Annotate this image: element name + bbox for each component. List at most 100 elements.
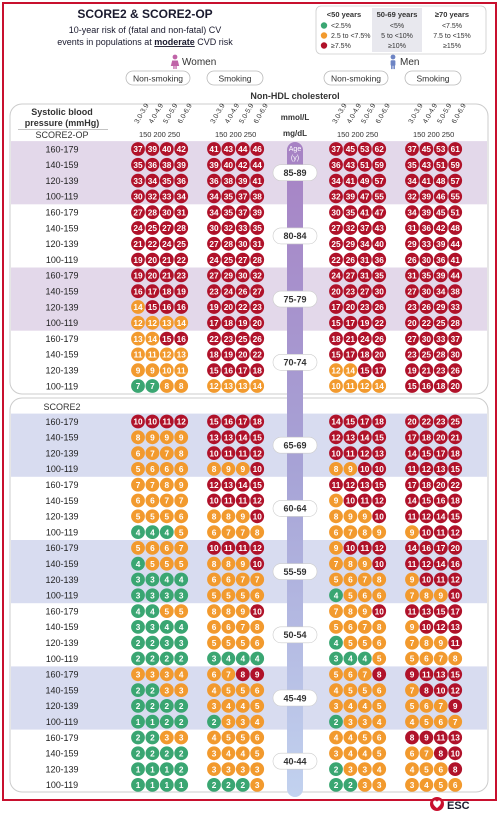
risk-dot: [329, 572, 343, 587]
risk-value: 44: [451, 239, 461, 249]
risk-dot: [372, 477, 387, 492]
risk-dot: [343, 477, 358, 492]
sbp-row-label: 120-139: [45, 302, 78, 312]
risk-dot: [207, 462, 221, 476]
risk-value: 8: [377, 670, 382, 680]
risk-value: 12: [331, 433, 341, 443]
risk-value: 59: [451, 160, 461, 170]
risk-dot: [221, 284, 236, 299]
risk-value: 3: [212, 764, 217, 774]
risk-value: 32: [346, 223, 356, 233]
risk-value: 4: [348, 733, 353, 743]
risk-value: 2: [150, 733, 155, 743]
risk-value: 11: [224, 448, 233, 458]
mgdl-tick-label: 150: [337, 130, 350, 139]
risk-dot: [145, 651, 160, 666]
sbp-row-label: 160-179: [45, 144, 78, 154]
risk-dot: [250, 379, 265, 393]
risk-value: 19: [224, 350, 234, 360]
risk-value: 15: [375, 480, 385, 490]
risk-dot: [405, 268, 419, 283]
risk-dot: [448, 189, 463, 204]
risk-value: 5: [362, 685, 367, 695]
risk-value: 8: [453, 654, 458, 664]
risk-value: 5: [212, 591, 217, 601]
risk-value: 3: [255, 764, 260, 774]
risk-value: 8: [164, 381, 169, 391]
risk-value: 4: [179, 622, 184, 632]
risk-dot: [448, 157, 463, 172]
risk-dot: [433, 572, 448, 587]
risk-value: 47: [375, 207, 385, 217]
risk-value: 11: [134, 350, 143, 360]
risk-dot: [145, 778, 160, 792]
age-pill: [272, 689, 318, 707]
risk-value: 6: [453, 780, 458, 790]
risk-value: 10: [253, 464, 263, 474]
risk-dot: [329, 462, 343, 476]
risk-value: 7: [226, 527, 231, 537]
risk-value: 6: [179, 512, 184, 522]
risk-value: 8: [334, 464, 339, 474]
risk-value: 15: [331, 350, 341, 360]
risk-dot: [357, 699, 372, 713]
risk-value: 12: [422, 512, 432, 522]
risk-dot: [159, 493, 174, 508]
risk-dot: [221, 379, 236, 393]
risk-value: 40: [375, 239, 385, 249]
risk-dot: [448, 556, 463, 571]
men-smoking-pill: [404, 70, 462, 86]
risk-value: 5: [438, 780, 443, 790]
risk-dot: [419, 205, 434, 220]
risk-dot: [357, 300, 372, 314]
risk-value: 15: [253, 433, 263, 443]
risk-value: 15: [331, 318, 341, 328]
risk-dot: [433, 525, 448, 539]
risk-value: 7: [150, 448, 155, 458]
risk-dot: [221, 173, 236, 188]
age-thermometer: Age (y) 85-89 80-84 75-79 70-74 65-69 60-64 55-5…: [272, 142, 318, 797]
sbp-row-label: 160-179: [45, 606, 78, 616]
risk-value: 37: [238, 207, 248, 217]
age-label: 60-64: [283, 504, 306, 514]
risk-dot: [419, 173, 434, 188]
risk-dot: [419, 284, 434, 299]
risk-dot: [250, 588, 265, 603]
risk-dot: [174, 635, 189, 650]
risk-dot: [221, 142, 236, 156]
risk-dot: [405, 509, 419, 524]
risk-value: 43: [224, 144, 234, 154]
risk-dot: [159, 221, 174, 235]
risk-dot: [405, 205, 419, 220]
risk-dot: [250, 236, 265, 251]
risk-dot: [448, 236, 463, 251]
risk-value: 25: [436, 318, 446, 328]
risk-value: 6: [377, 733, 382, 743]
risk-value: 16: [422, 543, 432, 553]
risk-value: 33: [422, 239, 432, 249]
risk-dot: [207, 762, 221, 776]
risk-dot: [405, 315, 419, 330]
risk-value: 1: [136, 780, 141, 790]
risk-dot: [235, 331, 250, 346]
risk-value: 7: [410, 638, 415, 648]
sbp-row-label: 120-139: [45, 448, 78, 458]
risk-dot: [159, 379, 174, 393]
risk-value: 9: [410, 670, 415, 680]
risk-dot: [419, 604, 434, 618]
risk-dot: [329, 430, 343, 445]
risk-dot: [419, 252, 434, 267]
risk-dot: [250, 699, 265, 713]
risk-value: 5: [150, 512, 155, 522]
risk-dot: [372, 221, 387, 235]
risk-dot: [372, 509, 387, 524]
risk-dot: [419, 714, 434, 729]
mgdl-tick-label: 250: [366, 130, 379, 139]
risk-dot: [357, 620, 372, 634]
risk-dot: [145, 446, 160, 460]
risk-dot: [448, 430, 463, 445]
risk-dot: [221, 347, 236, 362]
risk-value: 8: [424, 591, 429, 601]
risk-dot: [357, 142, 372, 156]
risk-value: 11: [408, 606, 417, 616]
